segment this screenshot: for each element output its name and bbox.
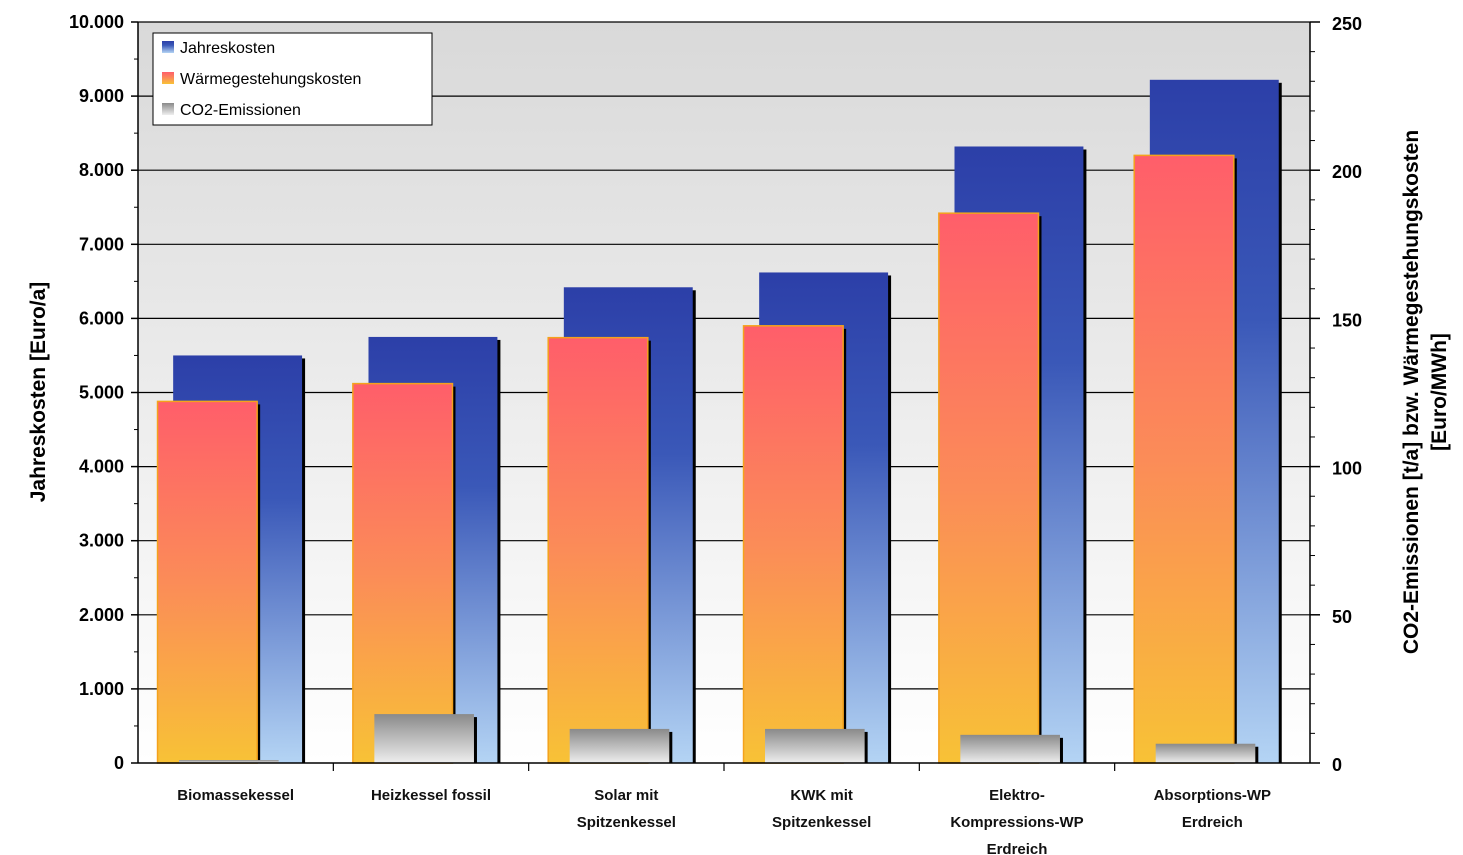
bar-w-rmegestehungskosten	[156, 400, 258, 764]
category-label: Solar mit	[594, 787, 658, 804]
bar-co2-emissionen	[960, 734, 1060, 763]
bar-w-rmegestehungskosten	[352, 382, 454, 764]
bar-co2-emissionen	[569, 728, 670, 763]
category-label: Kompressions-WP	[950, 814, 1083, 831]
legend-swatch-waermegestehungskosten	[162, 72, 174, 84]
category-label: Spitzenkessel	[577, 814, 676, 831]
category-label: Erdreich	[987, 841, 1048, 855]
legend-swatch-co2-emissionen	[162, 103, 174, 115]
left-tick-label: 8.000	[79, 160, 124, 180]
right-tick-label: 100	[1332, 459, 1362, 479]
category-labels: Biomassekessel Heizkessel fossil Solar mit…	[177, 787, 1271, 855]
legend-label-jahreskosten: Jahreskosten	[180, 40, 275, 57]
bar-co2-emissionen	[179, 760, 279, 763]
legend: Jahreskosten Wärmegestehungskosten CO2-E…	[152, 32, 433, 126]
right-tick-label: 0	[1332, 755, 1342, 775]
legend-label-waermegestehungskosten: Wärmegestehungskosten	[180, 71, 361, 88]
right-tick-label: 250	[1332, 14, 1362, 34]
bar-co2-emissionen	[374, 714, 474, 763]
category-label: Spitzenkessel	[772, 814, 871, 831]
y2-axis-title-line1: CO2-Emissionen [t/a] bzw. Wärmegestehung…	[1400, 130, 1423, 654]
bar-w-rmegestehungskosten	[938, 212, 1040, 764]
category-label: KWK mit	[790, 787, 853, 804]
left-tick-label: 2.000	[79, 605, 124, 625]
axes	[131, 21, 1320, 771]
category-label: Elektro-	[989, 787, 1045, 804]
category-label: Erdreich	[1182, 814, 1243, 831]
bar-w-rmegestehungskosten	[742, 325, 844, 764]
legend-swatch-jahreskosten	[162, 41, 174, 53]
left-tick-label: 5.000	[79, 383, 124, 403]
left-tick-label: 10.000	[69, 12, 124, 32]
bar-w-rmegestehungskosten	[1133, 154, 1235, 764]
bar-co2-emissionen	[765, 728, 865, 763]
left-tick-label: 0	[114, 753, 124, 773]
left-tick-labels: 0 1.000 2.000 3.000 4.000 5.000 6.000 7.000 8.00…	[69, 12, 124, 773]
left-tick-label: 6.000	[79, 308, 124, 328]
left-tick-label: 4.000	[79, 457, 124, 477]
bar-co2-emissionen	[1155, 743, 1256, 763]
category-label: Heizkessel fossil	[371, 787, 491, 804]
legend-label-co2-emissionen: CO2-Emissionen	[180, 102, 301, 119]
right-tick-label: 150	[1332, 310, 1362, 330]
left-tick-label: 9.000	[79, 86, 124, 106]
y-axis-title: Jahreskosten [Euro/a]	[27, 282, 50, 503]
bar-w-rmegestehungskosten	[547, 336, 649, 764]
right-tick-label: 200	[1332, 162, 1362, 182]
left-tick-label: 1.000	[79, 679, 124, 699]
right-tick-labels: 0 50 100 150 200 250	[1332, 14, 1362, 775]
category-label: Absorptions-WP	[1154, 787, 1272, 804]
left-tick-label: 3.000	[79, 531, 124, 551]
y2-axis-title-line2: [Euro/MWh]	[1428, 333, 1451, 451]
left-tick-label: 7.000	[79, 234, 124, 254]
right-tick-label: 50	[1332, 607, 1352, 627]
bars	[156, 79, 1282, 764]
legend-box	[152, 32, 433, 126]
category-label: Biomassekessel	[177, 787, 294, 804]
